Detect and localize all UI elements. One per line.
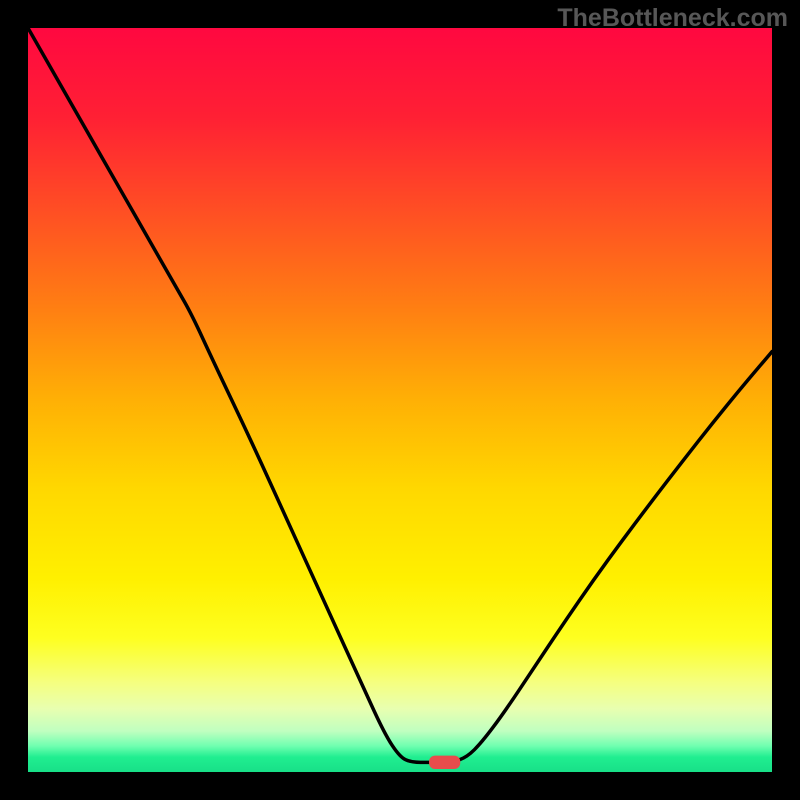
optimal-marker <box>429 756 460 769</box>
chart-container: TheBottleneck.com <box>0 0 800 800</box>
plot-area <box>28 28 772 772</box>
chart-svg <box>28 28 772 772</box>
gradient-background <box>28 28 772 772</box>
watermark-text: TheBottleneck.com <box>557 4 788 33</box>
